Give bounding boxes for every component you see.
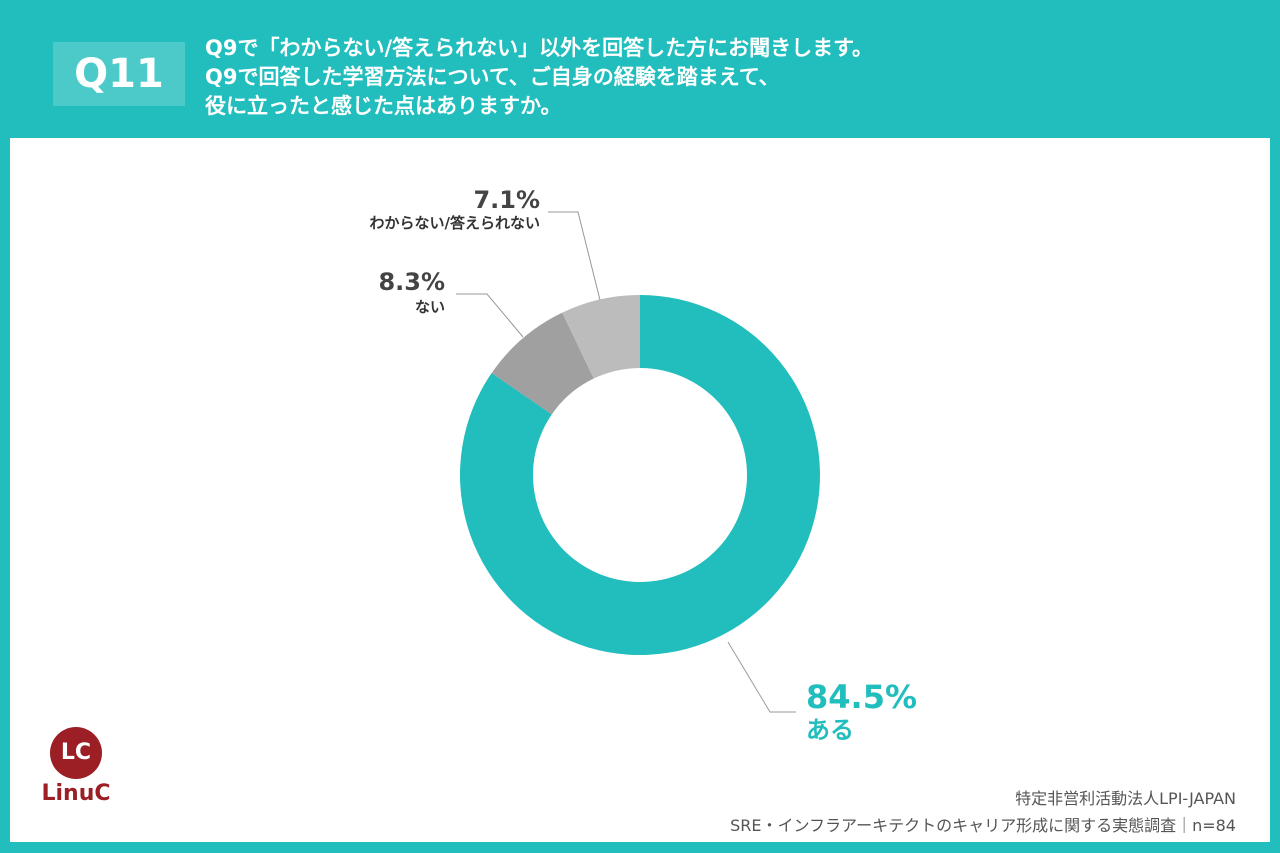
question-line: 役に立ったと感じた点はありますか。 [205,94,562,118]
donut-slice-1 [491,312,594,415]
question-badge: Q11 [53,42,185,106]
question-text: Q9で「わからない/答えられない」以外を回答した方にお聞きします。 Q9で回答し… [205,34,873,121]
question-line: Q9で回答した学習方法について、ご自身の経験を踏まえて、 [205,65,780,89]
data-label-value: 8.3% [378,268,445,296]
logo-mark: LC [50,727,102,779]
data-label-category: ある [806,716,854,744]
data-label-value: 7.1% [473,186,540,214]
leader-line-wakaranai [548,211,601,301]
chart-panel [10,138,1270,842]
data-label-category: ない [415,298,445,316]
data-label-value: 84.5% [806,678,917,716]
source-org: 特定非営利活動法人LPI-JAPAN [1015,789,1236,808]
question-line: Q9で「わからない/答えられない」以外を回答した方にお聞きします。 [205,36,874,60]
leader-line-nai [456,293,524,338]
donut-slice-0 [459,295,821,655]
donut-slice-2 [562,295,640,379]
linuc-logo: LC LinuC [36,727,116,806]
data-label-category: わからない/答えられない [370,214,540,232]
source-survey: SRE・インフラアーキテクトのキャリア形成に関する実態調査｜n=84 [730,816,1236,835]
leader-line-aru [727,641,796,713]
logo-name: LinuC [41,781,111,806]
